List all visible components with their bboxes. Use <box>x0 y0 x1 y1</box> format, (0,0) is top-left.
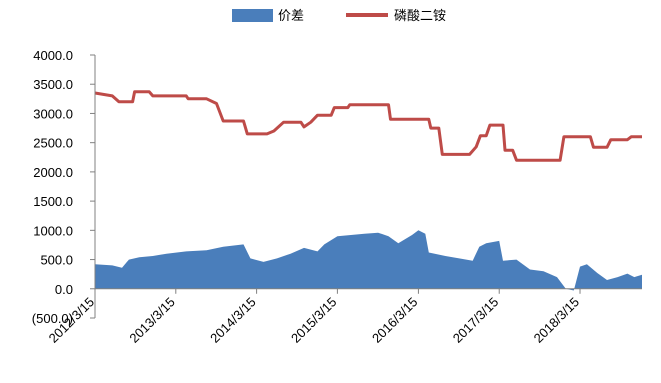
y-tick-label: 2000.0 <box>33 165 73 180</box>
x-tick-label: 2013/3/15 <box>126 294 178 346</box>
legend: 价差 磷酸二铵 <box>232 9 446 24</box>
y-tick-label: 1000.0 <box>33 223 73 238</box>
y-tick-label: 4000.0 <box>33 48 73 63</box>
axes: 4000.0 3500.0 3000.0 2500.0 2000.0 1500.0 1000… <box>32 48 642 346</box>
plot-area <box>94 90 642 291</box>
legend-label-dap: 磷酸二铵 <box>394 9 446 24</box>
y-tick-label: 3000.0 <box>33 106 73 121</box>
series-line-dap <box>94 90 642 162</box>
x-tick-label: 2016/3/15 <box>369 294 421 346</box>
y-tick-label: 2500.0 <box>33 136 73 151</box>
x-tick-label: 2014/3/15 <box>207 294 259 346</box>
x-tick-label: 2017/3/15 <box>450 294 502 346</box>
legend-label-spread: 价差 <box>278 9 304 24</box>
x-tick-label: 2018/3/15 <box>531 294 583 346</box>
x-tick-label: 2015/3/15 <box>288 294 340 346</box>
y-tick-label: 0.0 <box>55 282 73 297</box>
y-tick-label: 500.0 <box>40 253 73 268</box>
y-tick-label: (500.0) <box>32 311 73 326</box>
legend-swatch-spread <box>232 9 273 22</box>
series-area-spread <box>95 230 642 291</box>
y-tick-label: 3500.0 <box>33 77 73 92</box>
y-tick-label: 1500.0 <box>33 194 73 209</box>
